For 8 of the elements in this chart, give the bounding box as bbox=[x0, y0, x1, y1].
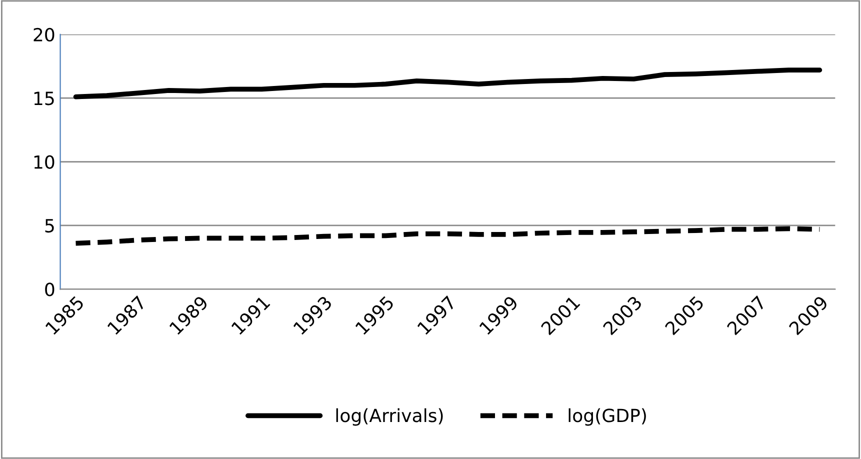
y-tick-label: 15 bbox=[34, 92, 54, 106]
line-series bbox=[73, 68, 822, 100]
legend-label: log(GDP) bbox=[568, 408, 646, 426]
y-tick-label: 5 bbox=[45, 219, 54, 233]
y-tick-label: 20 bbox=[34, 28, 54, 42]
y-tick-label: 10 bbox=[34, 155, 54, 169]
legend-label: log(Arrivals) bbox=[336, 408, 443, 426]
y-tick-label: 0 bbox=[45, 282, 54, 296]
